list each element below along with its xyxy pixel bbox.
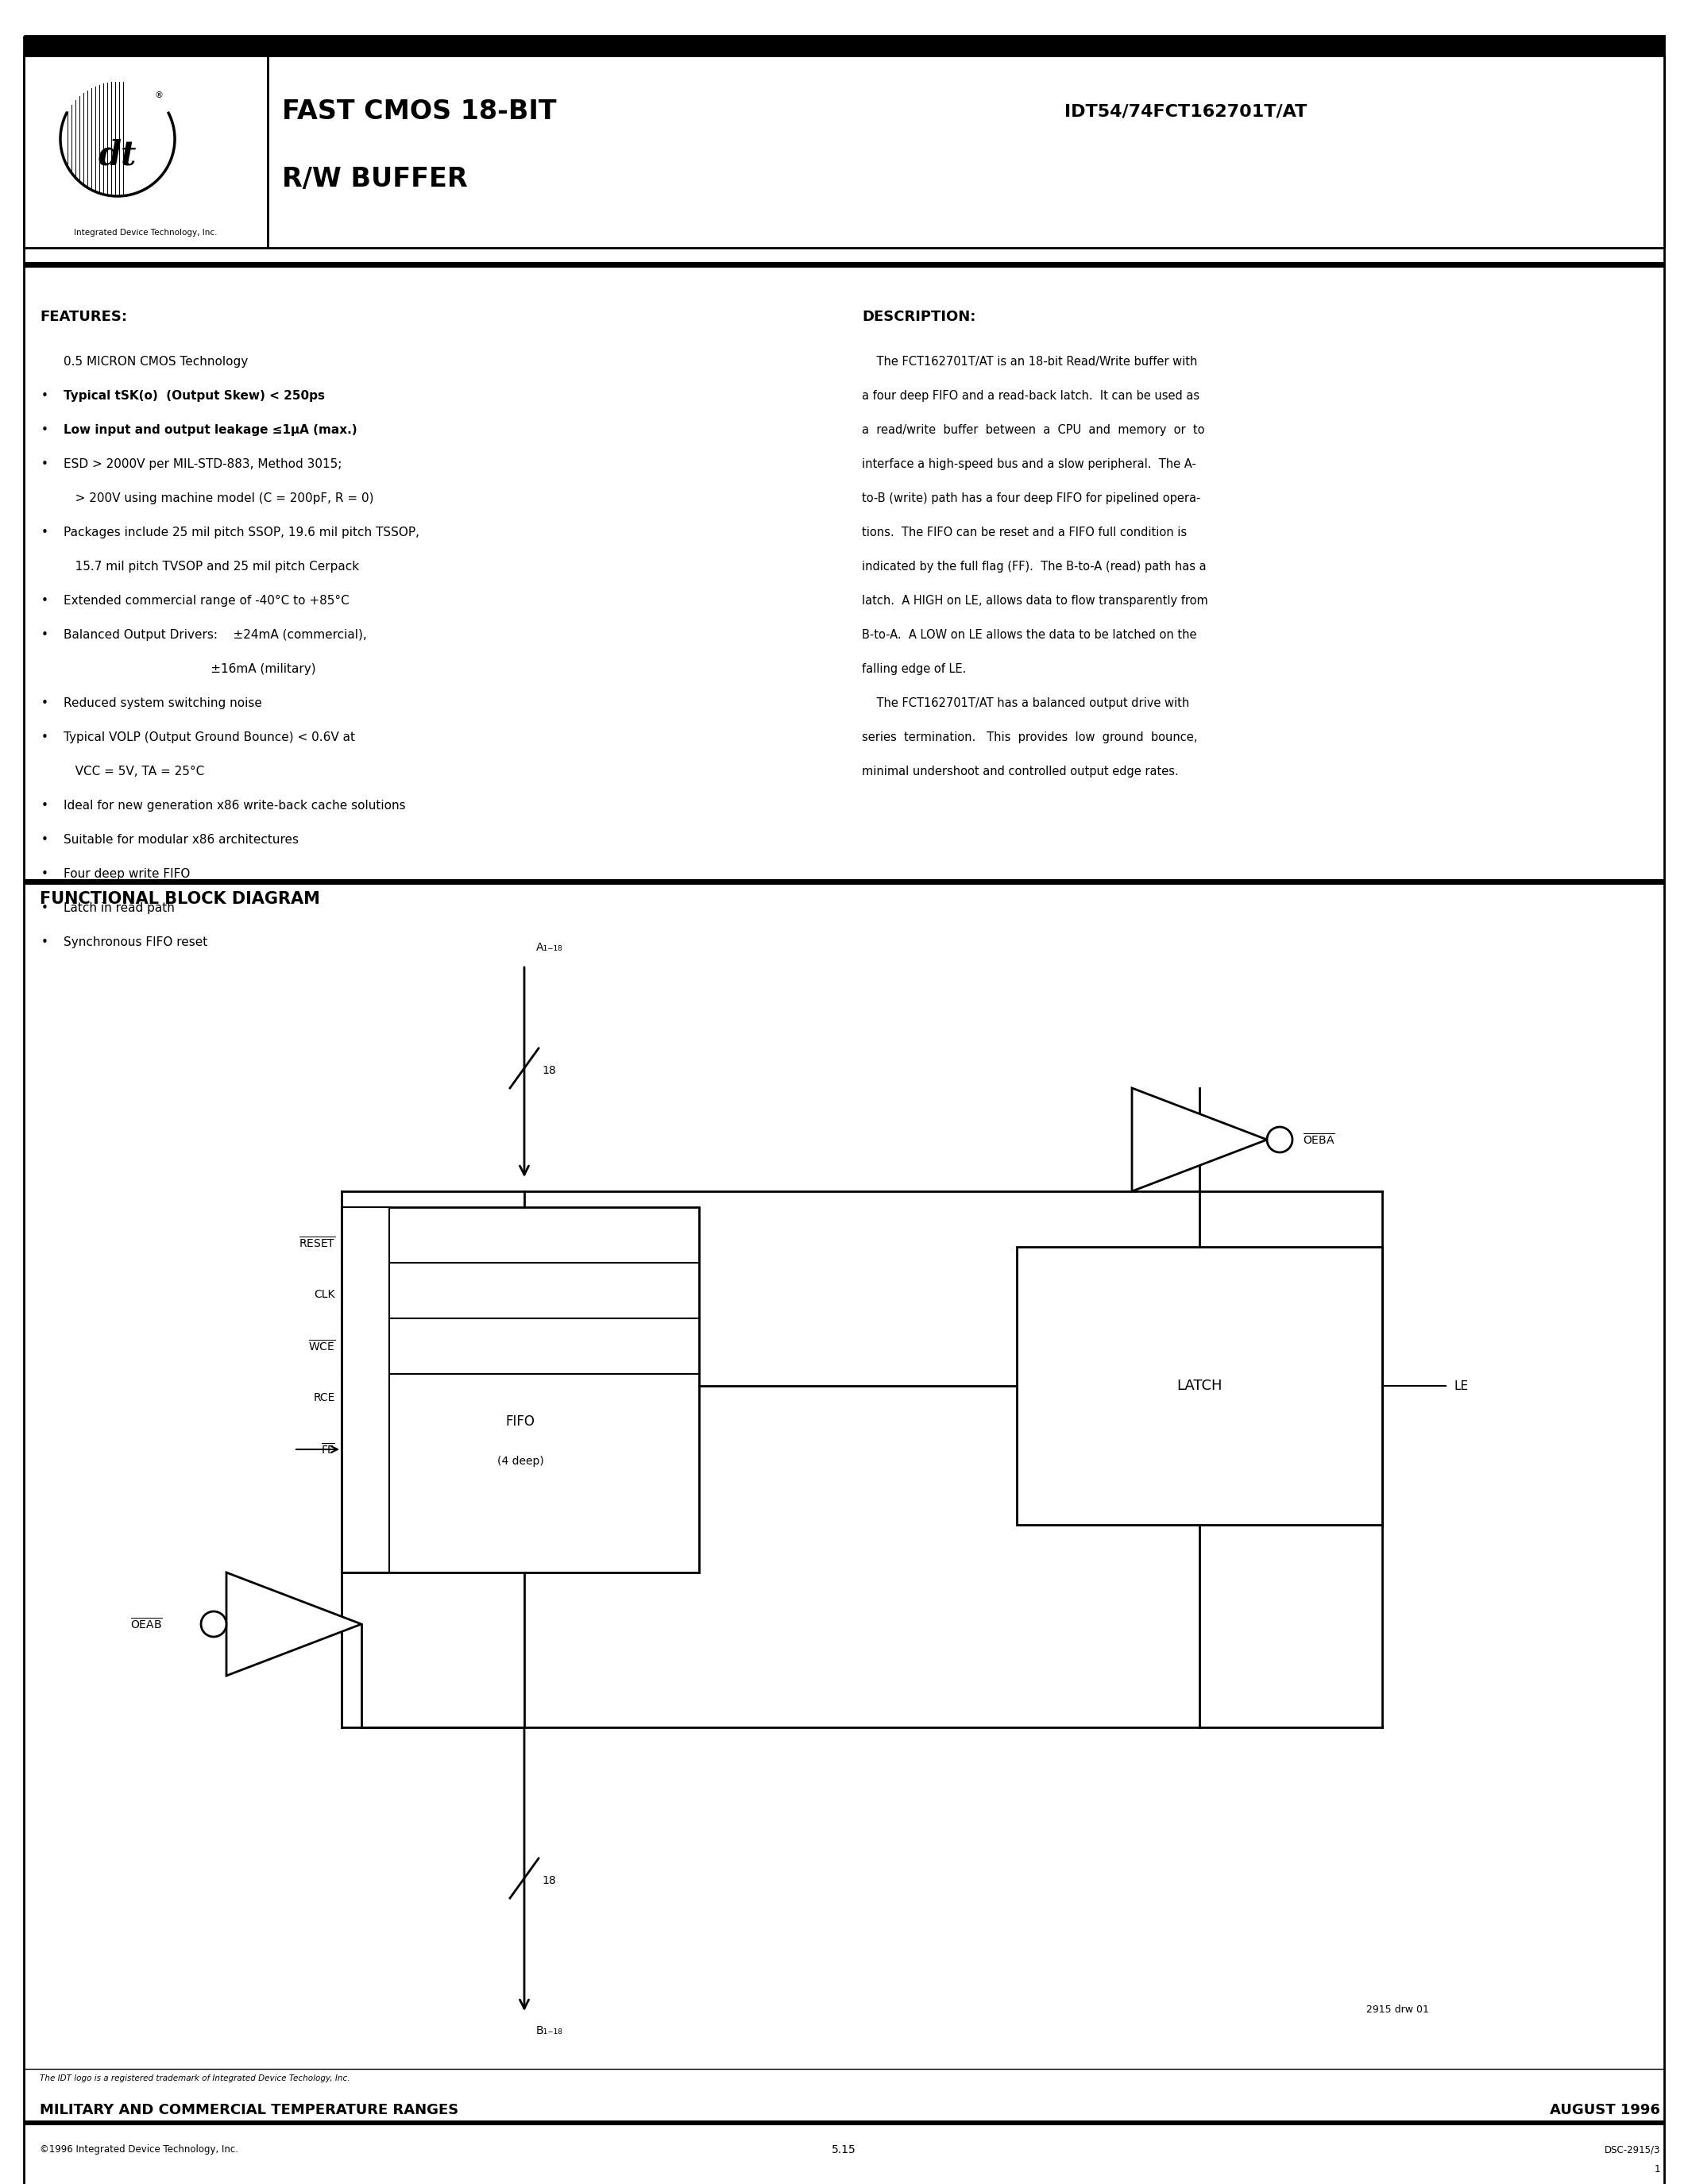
Text: B-to-A.  A LOW on LE allows the data to be latched on the: B-to-A. A LOW on LE allows the data to b… <box>863 629 1197 640</box>
Text: $\overline{\rm WCE}$: $\overline{\rm WCE}$ <box>309 1339 336 1354</box>
Bar <box>341 1208 390 1572</box>
Text: 0.5 MICRON CMOS Technology: 0.5 MICRON CMOS Technology <box>64 356 248 367</box>
Text: •: • <box>41 424 49 437</box>
Text: •: • <box>41 594 49 607</box>
Text: DSC-2915/3: DSC-2915/3 <box>1604 2145 1661 2156</box>
Text: Reduced system switching noise: Reduced system switching noise <box>64 697 262 710</box>
Text: a four deep FIFO and a read-back latch.  It can be used as: a four deep FIFO and a read-back latch. … <box>863 391 1200 402</box>
Text: AUGUST 1996: AUGUST 1996 <box>1550 2103 1661 2116</box>
Text: LE: LE <box>1453 1380 1469 1391</box>
Bar <box>24 55 268 247</box>
Text: Four deep write FIFO: Four deep write FIFO <box>64 867 191 880</box>
Bar <box>24 2121 1664 2125</box>
Text: •: • <box>41 391 49 402</box>
Bar <box>24 262 1664 269</box>
Text: The FCT162701T/AT is an 18-bit Read/Write buffer with: The FCT162701T/AT is an 18-bit Read/Writ… <box>863 356 1197 367</box>
Text: The IDT logo is a registered trademark of Integrated Device Techology, Inc.: The IDT logo is a registered trademark o… <box>41 2075 349 2081</box>
Text: Synchronous FIFO reset: Synchronous FIFO reset <box>64 937 208 948</box>
Text: 18: 18 <box>542 1876 555 1887</box>
Text: VCC = 5V, TA = 25°C: VCC = 5V, TA = 25°C <box>64 767 204 778</box>
Text: 18: 18 <box>542 1066 555 1077</box>
Text: FAST CMOS 18-BIT: FAST CMOS 18-BIT <box>282 98 557 124</box>
Text: •: • <box>41 902 49 915</box>
Text: (4 deep): (4 deep) <box>496 1457 544 1468</box>
Text: Integrated Device Technology, Inc.: Integrated Device Technology, Inc. <box>74 229 218 236</box>
Text: R/W BUFFER: R/W BUFFER <box>282 166 468 192</box>
Bar <box>24 35 1664 55</box>
Text: •: • <box>41 732 49 743</box>
Text: $\overline{\rm OEBA}$: $\overline{\rm OEBA}$ <box>1303 1131 1335 1147</box>
Text: 1: 1 <box>1654 2164 1661 2175</box>
Text: The FCT162701T/AT has a balanced output drive with: The FCT162701T/AT has a balanced output … <box>863 697 1190 710</box>
Text: •: • <box>41 834 49 845</box>
Text: Typical VOLP (Output Ground Bounce) < 0.6V at: Typical VOLP (Output Ground Bounce) < 0.… <box>64 732 354 743</box>
Text: ±16mA (military): ±16mA (military) <box>64 664 316 675</box>
Text: •: • <box>41 799 49 812</box>
Text: ESD > 2000V per MIL-STD-883, Method 3015;: ESD > 2000V per MIL-STD-883, Method 3015… <box>64 459 343 470</box>
Text: •: • <box>41 937 49 948</box>
Text: IDT54/74FCT162701T/AT: IDT54/74FCT162701T/AT <box>1065 103 1307 120</box>
Text: LATCH: LATCH <box>1177 1378 1222 1393</box>
Text: minimal undershoot and controlled output edge rates.: minimal undershoot and controlled output… <box>863 767 1178 778</box>
Text: Ideal for new generation x86 write-back cache solutions: Ideal for new generation x86 write-back … <box>64 799 405 812</box>
Text: FIFO: FIFO <box>506 1415 535 1428</box>
Text: Suitable for modular x86 architectures: Suitable for modular x86 architectures <box>64 834 299 845</box>
Text: A₁₋₁₈: A₁₋₁₈ <box>537 941 564 952</box>
Text: B₁₋₁₈: B₁₋₁₈ <box>537 2025 564 2035</box>
Text: Latch in read path: Latch in read path <box>64 902 174 915</box>
Text: •: • <box>41 867 49 880</box>
Text: RCE: RCE <box>314 1391 336 1404</box>
Text: CLK: CLK <box>314 1289 336 1299</box>
Bar <box>24 880 1664 885</box>
Text: series  termination.   This  provides  low  ground  bounce,: series termination. This provides low gr… <box>863 732 1197 743</box>
Text: tions.  The FIFO can be reset and a FIFO full condition is: tions. The FIFO can be reset and a FIFO … <box>863 526 1187 539</box>
Text: $\overline{\rm OEAB}$: $\overline{\rm OEAB}$ <box>130 1616 162 1631</box>
Text: FUNCTIONAL BLOCK DIAGRAM: FUNCTIONAL BLOCK DIAGRAM <box>41 891 321 906</box>
Text: •: • <box>41 459 49 470</box>
Text: interface a high-speed bus and a slow peripheral.  The A-: interface a high-speed bus and a slow pe… <box>863 459 1197 470</box>
Text: Low input and output leakage ≤1μA (max.): Low input and output leakage ≤1μA (max.) <box>64 424 358 437</box>
Text: 5.15: 5.15 <box>832 2145 856 2156</box>
Circle shape <box>201 1612 226 1636</box>
Polygon shape <box>226 1572 361 1675</box>
Polygon shape <box>1133 1088 1268 1190</box>
Text: indicated by the full flag (FF).  The B-to-A (read) path has a: indicated by the full flag (FF). The B-t… <box>863 561 1207 572</box>
Text: latch.  A HIGH on LE, allows data to flow transparently from: latch. A HIGH on LE, allows data to flow… <box>863 594 1209 607</box>
Text: Balanced Output Drivers:    ±24mA (commercial),: Balanced Output Drivers: ±24mA (commerci… <box>64 629 366 640</box>
Text: 15.7 mil pitch TVSOP and 25 mil pitch Cerpack: 15.7 mil pitch TVSOP and 25 mil pitch Ce… <box>64 561 360 572</box>
Text: •: • <box>41 629 49 640</box>
Text: MILITARY AND COMMERCIAL TEMPERATURE RANGES: MILITARY AND COMMERCIAL TEMPERATURE RANG… <box>41 2103 459 2116</box>
Bar <box>341 1208 699 1572</box>
Text: DESCRIPTION:: DESCRIPTION: <box>863 310 976 323</box>
Circle shape <box>1268 1127 1293 1153</box>
Text: Extended commercial range of -40°C to +85°C: Extended commercial range of -40°C to +8… <box>64 594 349 607</box>
Text: $\overline{\rm FF}$: $\overline{\rm FF}$ <box>321 1441 336 1457</box>
Text: Typical tSK(o)  (Output Skew) < 250ps: Typical tSK(o) (Output Skew) < 250ps <box>64 391 324 402</box>
Bar <box>268 55 1664 247</box>
Text: ©1996 Integrated Device Technology, Inc.: ©1996 Integrated Device Technology, Inc. <box>41 2145 238 2156</box>
Text: to-B (write) path has a four deep FIFO for pipelined opera-: to-B (write) path has a four deep FIFO f… <box>863 491 1200 505</box>
Text: falling edge of LE.: falling edge of LE. <box>863 664 966 675</box>
Text: Packages include 25 mil pitch SSOP, 19.6 mil pitch TSSOP,: Packages include 25 mil pitch SSOP, 19.6… <box>64 526 419 539</box>
Text: •: • <box>41 697 49 710</box>
Text: 2915 drw 01: 2915 drw 01 <box>1366 2005 1430 2014</box>
Text: •: • <box>41 526 49 539</box>
Bar <box>1016 1247 1382 1524</box>
Text: FEATURES:: FEATURES: <box>41 310 127 323</box>
Text: ®: ® <box>155 92 164 98</box>
Text: > 200V using machine model (C = 200pF, R = 0): > 200V using machine model (C = 200pF, R… <box>64 491 373 505</box>
Text: $\overline{\rm RESET}$: $\overline{\rm RESET}$ <box>299 1236 336 1249</box>
Text: dt: dt <box>98 138 137 173</box>
Text: a  read/write  buffer  between  a  CPU  and  memory  or  to: a read/write buffer between a CPU and me… <box>863 424 1205 437</box>
